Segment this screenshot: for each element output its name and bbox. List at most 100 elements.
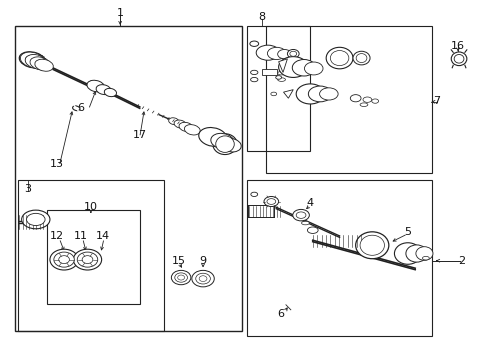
Ellipse shape (275, 76, 281, 79)
Ellipse shape (301, 221, 309, 225)
Text: 13: 13 (50, 159, 63, 169)
Ellipse shape (174, 120, 186, 128)
Ellipse shape (26, 213, 45, 226)
Ellipse shape (250, 70, 257, 75)
Ellipse shape (352, 51, 369, 65)
Text: 15: 15 (171, 256, 185, 266)
Text: 9: 9 (199, 256, 206, 266)
Ellipse shape (371, 99, 378, 103)
Text: 12: 12 (50, 231, 64, 240)
Ellipse shape (215, 136, 234, 152)
Text: 8: 8 (258, 12, 264, 22)
Ellipse shape (296, 212, 305, 219)
Ellipse shape (362, 97, 371, 102)
Bar (262, 69, 276, 75)
Ellipse shape (270, 92, 276, 96)
Text: 6: 6 (78, 103, 84, 113)
Ellipse shape (19, 52, 45, 68)
Ellipse shape (210, 133, 234, 149)
Ellipse shape (277, 49, 291, 59)
Text: 3: 3 (24, 184, 31, 194)
Ellipse shape (355, 232, 388, 259)
Ellipse shape (72, 106, 80, 111)
Ellipse shape (168, 118, 179, 125)
Ellipse shape (77, 252, 98, 267)
Ellipse shape (250, 77, 257, 82)
Text: 1: 1 (117, 8, 123, 18)
Ellipse shape (277, 71, 285, 75)
Ellipse shape (296, 84, 324, 104)
Bar (47, 211, 140, 304)
Polygon shape (283, 90, 293, 98)
Ellipse shape (289, 51, 296, 56)
Text: 6: 6 (277, 310, 284, 319)
Ellipse shape (359, 235, 384, 255)
Ellipse shape (359, 103, 367, 107)
Ellipse shape (177, 275, 184, 280)
Ellipse shape (30, 57, 50, 70)
Bar (246, 26, 310, 151)
Text: 16: 16 (450, 41, 464, 50)
Ellipse shape (278, 57, 307, 77)
Bar (18, 180, 163, 330)
Ellipse shape (304, 62, 323, 75)
Ellipse shape (21, 210, 50, 229)
Ellipse shape (179, 122, 193, 131)
Bar (266, 26, 431, 173)
Ellipse shape (292, 59, 315, 76)
Ellipse shape (267, 47, 285, 59)
Text: 10: 10 (84, 202, 98, 212)
Ellipse shape (82, 256, 93, 264)
Ellipse shape (171, 270, 190, 285)
Ellipse shape (184, 125, 200, 135)
Ellipse shape (20, 52, 44, 68)
Ellipse shape (73, 249, 102, 270)
Ellipse shape (50, 249, 78, 270)
Ellipse shape (307, 227, 318, 233)
Ellipse shape (256, 45, 279, 60)
Ellipse shape (355, 54, 366, 63)
Ellipse shape (287, 49, 299, 58)
Text: 2: 2 (457, 256, 464, 266)
Ellipse shape (25, 55, 44, 67)
Ellipse shape (59, 256, 69, 264)
Ellipse shape (54, 252, 74, 267)
Ellipse shape (319, 88, 337, 100)
Ellipse shape (453, 54, 463, 63)
Ellipse shape (266, 199, 275, 204)
Ellipse shape (96, 85, 111, 95)
Ellipse shape (195, 273, 210, 284)
Text: 17: 17 (132, 130, 146, 140)
Bar (15, 26, 242, 330)
Ellipse shape (325, 47, 352, 69)
Ellipse shape (277, 78, 285, 81)
Text: 4: 4 (306, 198, 313, 208)
Ellipse shape (174, 273, 187, 282)
Text: 7: 7 (433, 96, 440, 106)
Ellipse shape (198, 127, 226, 147)
Ellipse shape (330, 50, 348, 66)
Ellipse shape (249, 41, 258, 46)
Ellipse shape (415, 247, 432, 260)
Text: 5: 5 (404, 227, 410, 237)
Ellipse shape (405, 245, 427, 262)
Ellipse shape (450, 52, 466, 66)
Ellipse shape (35, 59, 53, 71)
Ellipse shape (349, 95, 360, 102)
Ellipse shape (221, 139, 241, 152)
Ellipse shape (250, 192, 257, 197)
Ellipse shape (292, 210, 309, 221)
Bar (246, 180, 431, 336)
Ellipse shape (422, 256, 428, 260)
Ellipse shape (212, 134, 237, 154)
Text: 11: 11 (74, 231, 88, 240)
Ellipse shape (104, 88, 116, 96)
Ellipse shape (87, 80, 104, 92)
Ellipse shape (199, 276, 206, 282)
Ellipse shape (264, 197, 278, 207)
Polygon shape (278, 59, 287, 72)
Text: 14: 14 (96, 231, 110, 240)
Ellipse shape (394, 243, 420, 264)
Ellipse shape (25, 54, 47, 69)
Ellipse shape (308, 86, 331, 102)
